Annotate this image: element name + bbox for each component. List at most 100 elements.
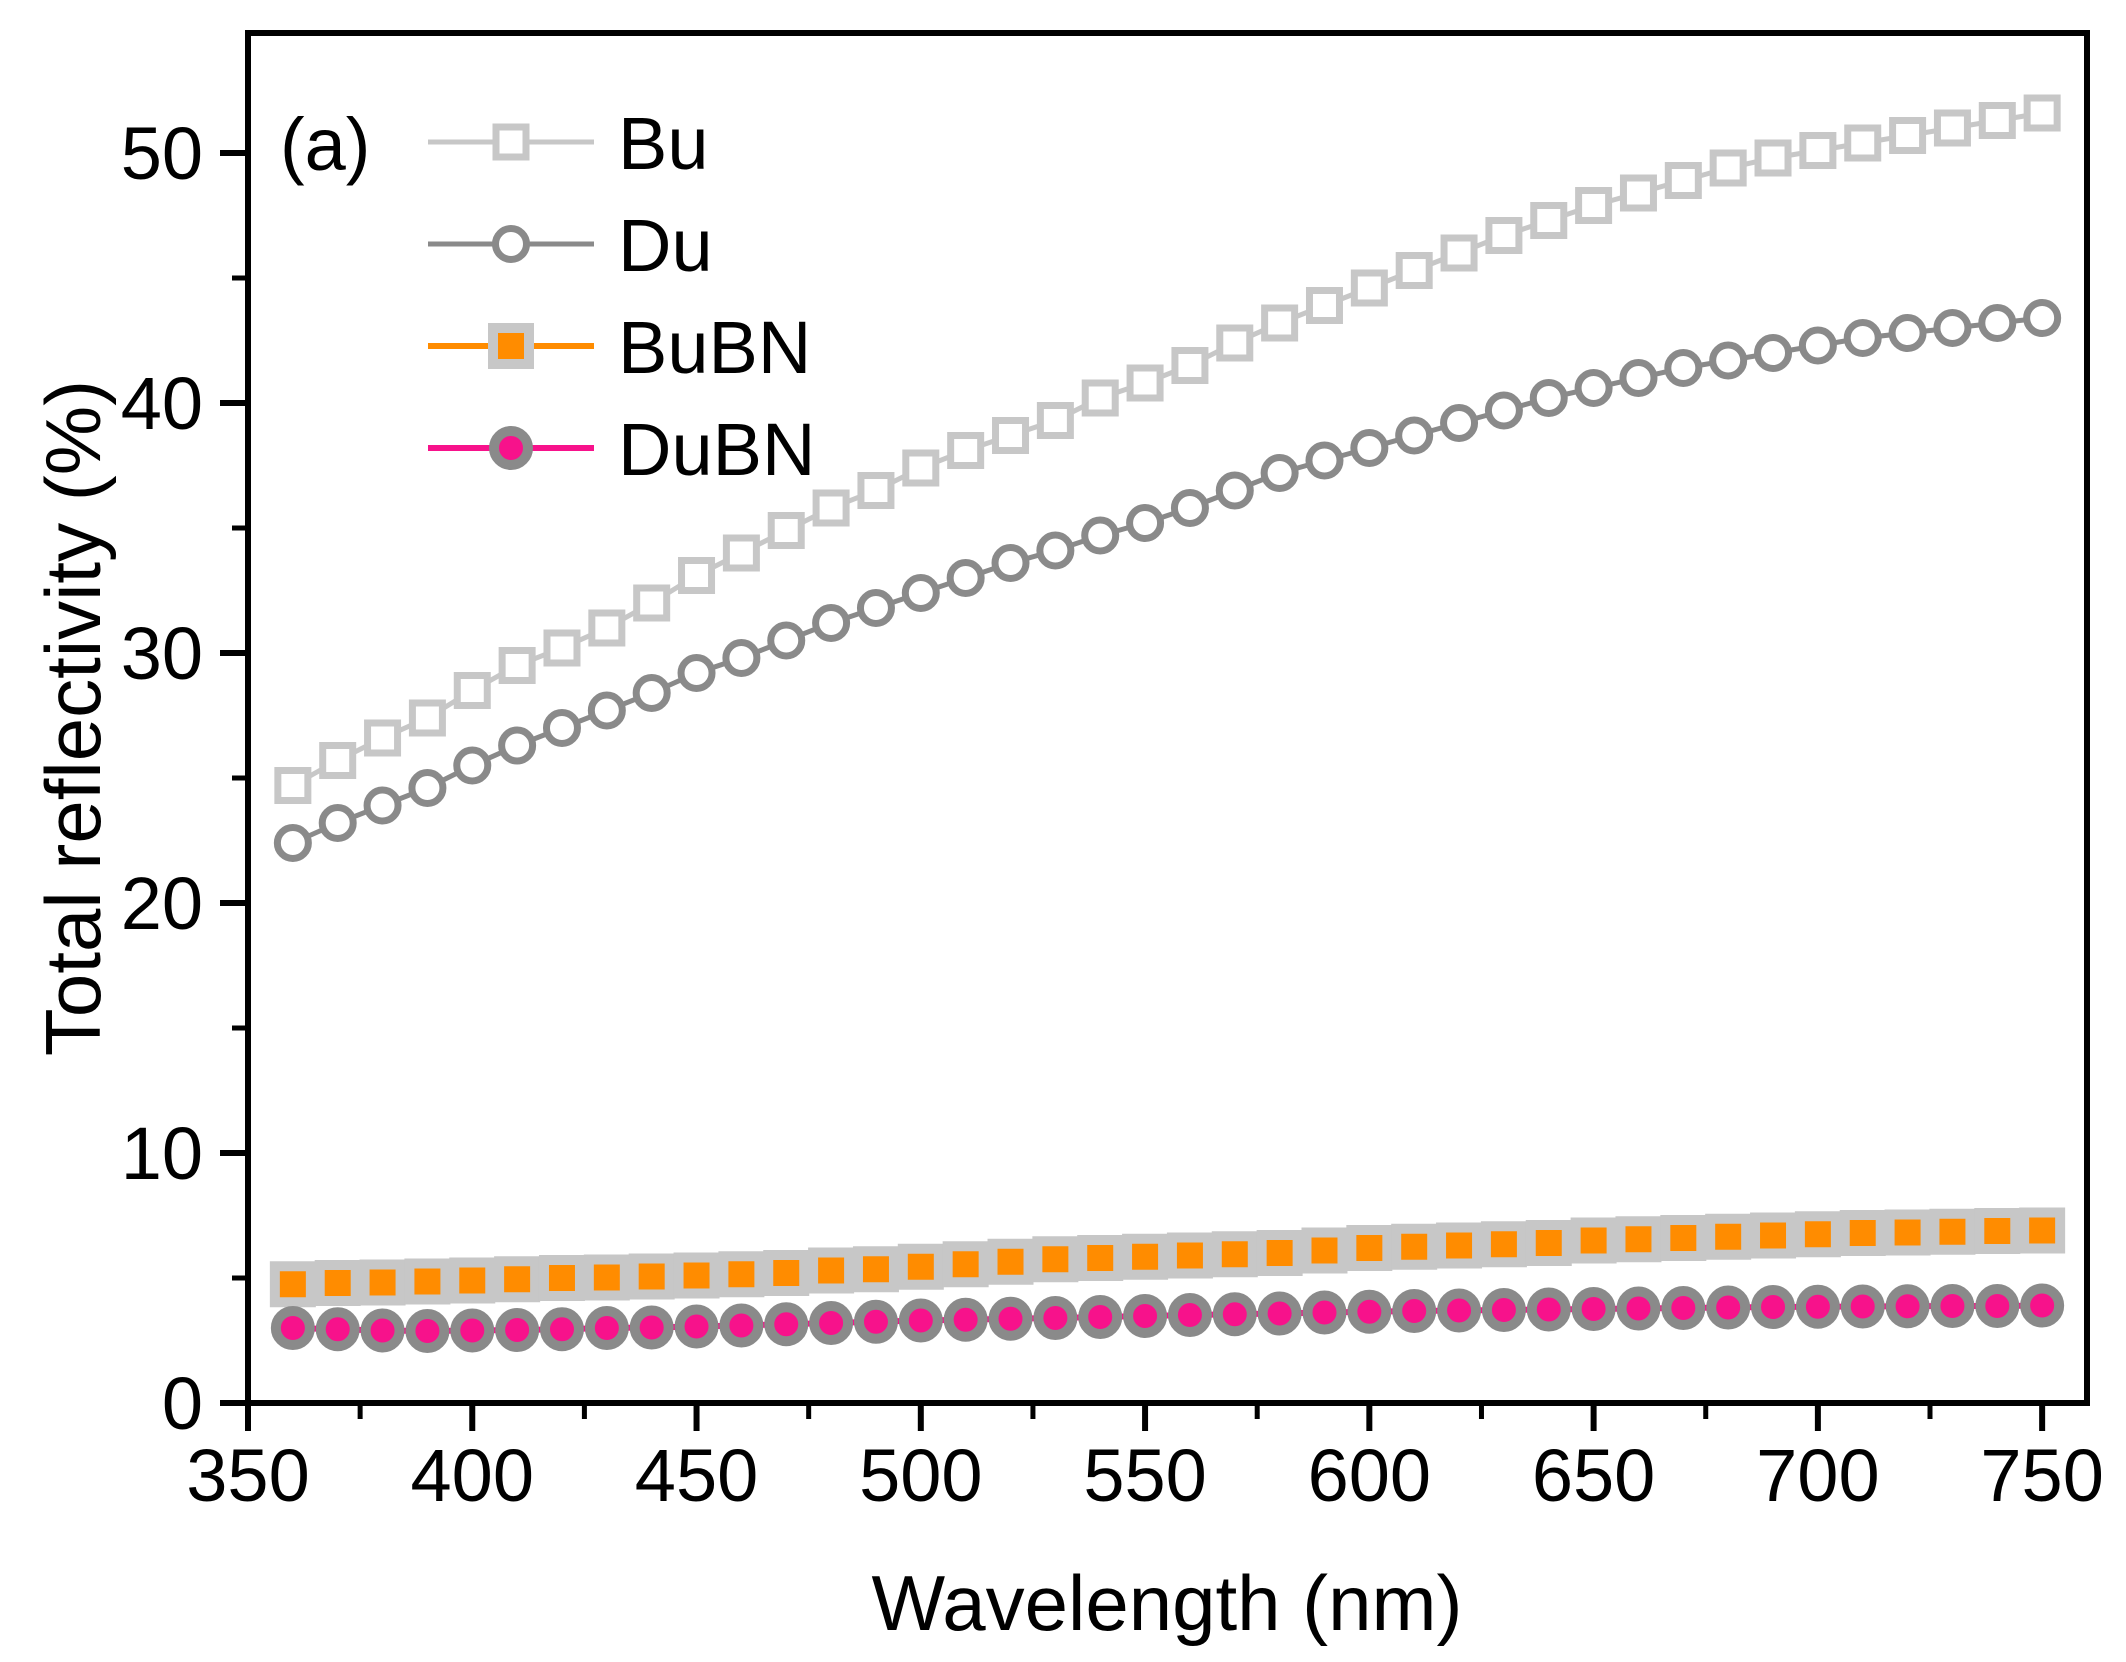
bu-marker (1844, 124, 1882, 162)
bu-marker (1126, 364, 1164, 402)
bubn-marker (1077, 1235, 1124, 1281)
legend-label-bu: Bu (618, 102, 709, 185)
dubn-marker (1930, 1284, 1975, 1328)
bubn-marker (2019, 1207, 2066, 1254)
dubn-marker (270, 1306, 315, 1350)
x-axis-title: Wavelength (nm) (872, 1559, 1463, 1647)
bubn-marker (673, 1252, 720, 1299)
bu-marker (1171, 347, 1209, 384)
dubn-marker (539, 1307, 584, 1352)
du-marker (1709, 341, 1748, 380)
y-axis-title: Total reflectivity (%) (29, 380, 117, 1056)
bubn-marker (1839, 1210, 1886, 1256)
bu-marker (1216, 324, 1254, 362)
bubn-marker (897, 1243, 944, 1290)
bubn-marker (269, 1261, 316, 1308)
bu-marker (1261, 304, 1299, 342)
dubn-marker (1571, 1287, 1616, 1331)
x-tick-label: 550 (1083, 1434, 1206, 1517)
bu-marker (992, 417, 1030, 454)
bu-marker (1530, 202, 1568, 239)
bubn-marker (1211, 1231, 1258, 1278)
series-layer (269, 94, 2066, 1353)
legend-marker-bu (492, 123, 530, 161)
du-marker (1529, 379, 1568, 417)
du-marker (453, 746, 492, 785)
du-marker (318, 804, 357, 842)
dubn-marker (1033, 1296, 1078, 1340)
series-dubn (270, 1283, 2065, 1353)
bubn-marker (1166, 1232, 1213, 1279)
x-tick-label: 600 (1308, 1434, 1431, 1517)
bu-marker (812, 489, 850, 527)
bubn-marker (314, 1260, 361, 1306)
series-du (273, 299, 2062, 862)
dubn-marker (898, 1298, 943, 1343)
dubn-marker (1840, 1284, 1885, 1329)
bubn-marker (1660, 1215, 1707, 1261)
x-tick-label: 500 (859, 1434, 982, 1517)
legend-item-bu: Bu (428, 102, 709, 185)
bubn-marker (718, 1251, 765, 1298)
bubn-marker (1032, 1236, 1079, 1283)
bu-line (291, 110, 2043, 788)
bubn-marker (942, 1241, 989, 1288)
du-marker (1933, 309, 1972, 347)
du-marker (1260, 454, 1299, 492)
dubn-marker (1885, 1284, 1930, 1329)
dubn-marker (495, 1308, 540, 1352)
x-tick-label: 400 (411, 1434, 534, 1517)
bubn-marker (1750, 1212, 1797, 1259)
bu-marker (1485, 217, 1523, 254)
legend: Bu Du BuBN DuBN (428, 102, 815, 491)
bu-marker (1619, 174, 1657, 212)
du-marker (946, 559, 985, 597)
y-tick-label: 10 (121, 1112, 203, 1195)
dubn-marker (1302, 1290, 1347, 1335)
du-marker (1619, 359, 1658, 397)
du-marker (767, 621, 806, 660)
bu-marker (1081, 379, 1119, 417)
du-marker (408, 769, 447, 807)
bu-marker (364, 719, 402, 757)
dubn-marker (1481, 1288, 1526, 1332)
bu-marker (1664, 162, 1702, 199)
bubn-marker (494, 1256, 541, 1303)
dubn-marker (719, 1303, 764, 1348)
du-marker (2023, 299, 2062, 337)
bubn-marker (1122, 1233, 1169, 1280)
du-marker (856, 589, 895, 627)
bubn-marker (808, 1247, 855, 1294)
bu-marker (1036, 402, 1074, 439)
dubn-marker (2020, 1283, 2065, 1328)
dubn-marker (450, 1308, 495, 1353)
bu-marker (678, 557, 716, 594)
bubn-marker (1615, 1216, 1662, 1263)
x-tick-label: 350 (186, 1434, 309, 1517)
bu-marker (319, 742, 357, 779)
du-marker (1036, 531, 1075, 570)
bu-marker (902, 449, 940, 487)
bubn-marker (1705, 1213, 1752, 1260)
du-marker (1350, 429, 1389, 467)
bu-marker (633, 584, 671, 622)
axes-layer: 350 400 450 500 550 600 650 700 750 0 10 20 30 40 50 (121, 30, 2104, 1517)
bubn-marker (1974, 1208, 2021, 1254)
legend-label-du: Du (618, 204, 713, 287)
du-marker (1798, 326, 1837, 365)
bu-marker (1978, 102, 2016, 139)
bu-marker (408, 699, 446, 737)
du-marker (498, 726, 537, 765)
du-marker (1574, 369, 1613, 407)
bubn-marker (1301, 1227, 1348, 1274)
du-marker (677, 654, 716, 692)
bu-marker (2023, 94, 2061, 132)
dubn-marker (1437, 1288, 1482, 1333)
bubn-marker (449, 1257, 496, 1304)
legend-marker-dubn (489, 426, 533, 470)
dubn-marker (1526, 1287, 1571, 1332)
dubn-marker (764, 1302, 809, 1347)
bu-marker (1440, 234, 1478, 272)
